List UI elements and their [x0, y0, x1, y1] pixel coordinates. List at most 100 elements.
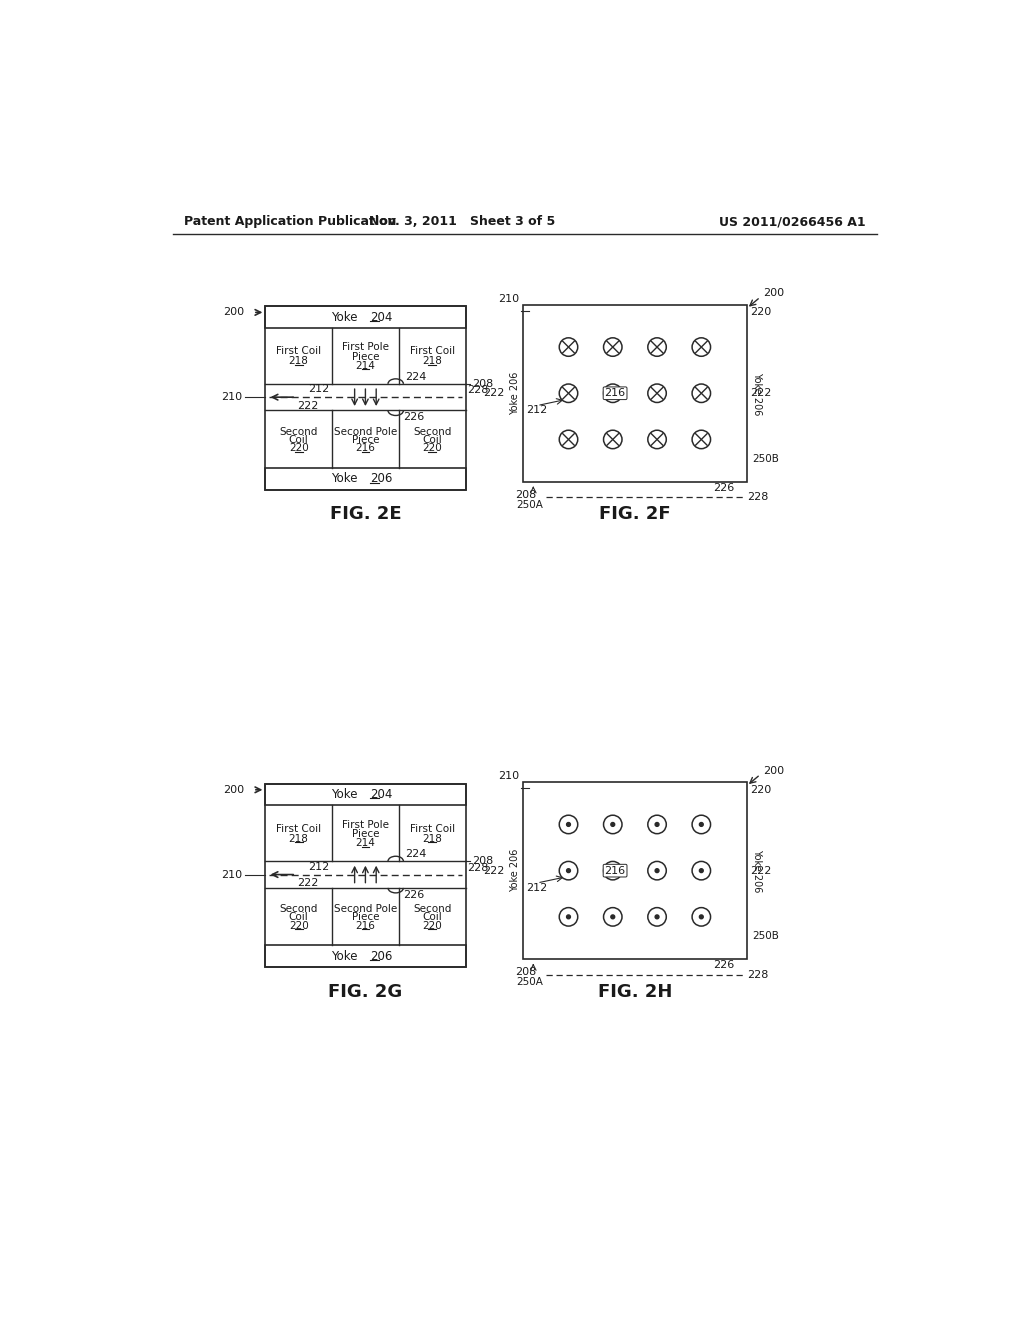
Text: 222: 222 — [751, 866, 772, 875]
Text: Coil: Coil — [422, 912, 442, 923]
Text: 226: 226 — [403, 412, 425, 422]
Text: Yoke 206: Yoke 206 — [753, 371, 762, 414]
Text: 206: 206 — [370, 473, 392, 486]
Text: 218: 218 — [422, 356, 442, 366]
Text: 250B: 250B — [753, 454, 779, 463]
Text: 214: 214 — [355, 838, 376, 849]
Circle shape — [611, 869, 614, 873]
Text: Piece: Piece — [351, 912, 379, 923]
Text: 200: 200 — [222, 785, 244, 795]
Text: Second: Second — [413, 426, 452, 437]
Text: Coil: Coil — [422, 436, 442, 445]
Text: 250A: 250A — [516, 977, 543, 987]
Text: 208: 208 — [515, 968, 537, 977]
Circle shape — [699, 869, 703, 873]
Text: 210: 210 — [499, 771, 519, 781]
Text: 226: 226 — [713, 961, 734, 970]
Text: 206: 206 — [370, 949, 392, 962]
Text: 200: 200 — [764, 766, 784, 776]
Circle shape — [655, 822, 659, 826]
Text: 200: 200 — [764, 288, 784, 298]
Text: Yoke 206: Yoke 206 — [510, 371, 520, 414]
Text: 216: 216 — [604, 388, 626, 399]
Text: 220: 220 — [422, 921, 442, 931]
Text: 220: 220 — [289, 921, 308, 931]
Text: FIG. 2F: FIG. 2F — [599, 506, 671, 523]
Text: 220: 220 — [751, 308, 772, 317]
Text: 208: 208 — [472, 379, 493, 389]
Circle shape — [566, 915, 570, 919]
Text: 250A: 250A — [516, 500, 543, 510]
Text: First Coil: First Coil — [410, 346, 455, 356]
Text: Nov. 3, 2011   Sheet 3 of 5: Nov. 3, 2011 Sheet 3 of 5 — [369, 215, 555, 228]
Text: 204: 204 — [370, 788, 392, 801]
Text: 220: 220 — [422, 444, 442, 454]
Text: 222: 222 — [482, 388, 504, 399]
Text: 218: 218 — [422, 834, 442, 843]
Circle shape — [566, 822, 570, 826]
Text: First Coil: First Coil — [276, 346, 322, 356]
Text: 212: 212 — [308, 384, 330, 395]
Text: Second Pole: Second Pole — [334, 904, 397, 913]
Text: 208: 208 — [515, 490, 537, 500]
Text: Yoke: Yoke — [331, 788, 360, 801]
Text: 210: 210 — [499, 293, 519, 304]
Text: Yoke: Yoke — [331, 473, 360, 486]
Text: 222: 222 — [297, 401, 318, 411]
Text: 220: 220 — [751, 785, 772, 795]
Text: 212: 212 — [526, 405, 548, 416]
Text: 218: 218 — [289, 356, 308, 366]
Text: 208: 208 — [472, 857, 493, 866]
Circle shape — [655, 915, 659, 919]
Circle shape — [611, 915, 614, 919]
Text: First Pole: First Pole — [342, 820, 389, 830]
Text: First Coil: First Coil — [276, 824, 322, 834]
Text: First Pole: First Pole — [342, 342, 389, 352]
Text: Piece: Piece — [351, 436, 379, 445]
Text: FIG. 2G: FIG. 2G — [329, 982, 402, 1001]
Text: 216: 216 — [604, 866, 626, 875]
Text: 212: 212 — [308, 862, 330, 873]
Text: Yoke: Yoke — [331, 310, 360, 323]
Text: 210: 210 — [221, 870, 243, 879]
Text: 228: 228 — [748, 970, 769, 979]
Text: 228: 228 — [467, 863, 488, 873]
Text: 226: 226 — [403, 890, 425, 900]
Text: 250B: 250B — [753, 931, 779, 941]
Text: 228: 228 — [467, 385, 488, 395]
Text: 222: 222 — [751, 388, 772, 399]
Text: Yoke 206: Yoke 206 — [510, 849, 520, 892]
Text: Second Pole: Second Pole — [334, 426, 397, 437]
Text: Second: Second — [280, 426, 317, 437]
Text: 228: 228 — [748, 492, 769, 502]
Text: 220: 220 — [289, 444, 308, 454]
Text: Piece: Piece — [351, 351, 379, 362]
Text: Yoke 206: Yoke 206 — [753, 849, 762, 892]
Text: FIG. 2E: FIG. 2E — [330, 506, 401, 523]
Text: 200: 200 — [222, 308, 244, 317]
Circle shape — [655, 869, 659, 873]
Text: 216: 216 — [355, 921, 376, 931]
Text: 226: 226 — [713, 483, 734, 492]
Text: 222: 222 — [297, 878, 318, 888]
Circle shape — [611, 822, 614, 826]
Text: 216: 216 — [355, 444, 376, 454]
Text: 212: 212 — [526, 883, 548, 892]
Text: 218: 218 — [289, 834, 308, 843]
Text: 210: 210 — [221, 392, 243, 403]
Text: First Coil: First Coil — [410, 824, 455, 834]
Text: 214: 214 — [355, 360, 376, 371]
Text: Coil: Coil — [289, 912, 308, 923]
Circle shape — [566, 869, 570, 873]
Text: 224: 224 — [404, 849, 426, 859]
Text: 224: 224 — [404, 372, 426, 381]
Text: Coil: Coil — [289, 436, 308, 445]
Text: 222: 222 — [482, 866, 504, 875]
Text: Second: Second — [280, 904, 317, 913]
Text: US 2011/0266456 A1: US 2011/0266456 A1 — [719, 215, 865, 228]
Circle shape — [699, 915, 703, 919]
Text: Patent Application Publication: Patent Application Publication — [184, 215, 397, 228]
Text: Piece: Piece — [351, 829, 379, 840]
Text: FIG. 2H: FIG. 2H — [598, 982, 672, 1001]
Text: Second: Second — [413, 904, 452, 913]
